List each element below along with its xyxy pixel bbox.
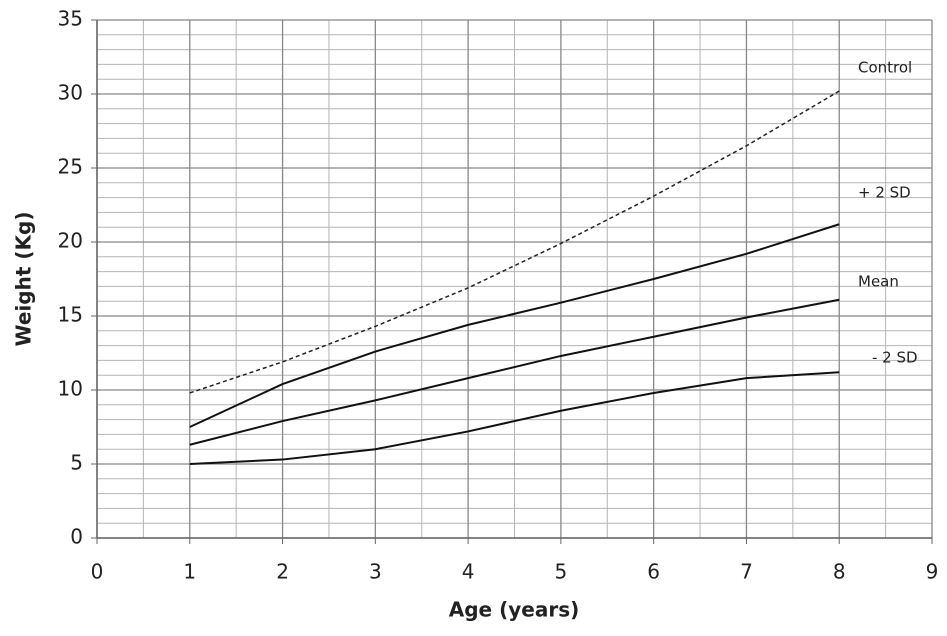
y-tick-label: 20 xyxy=(58,229,83,253)
y-tick-label: 5 xyxy=(70,451,83,475)
series-label: - 2 SD xyxy=(872,349,918,367)
x-tick-label: 8 xyxy=(833,560,846,584)
x-tick-label: 0 xyxy=(91,560,104,584)
x-tick-label: 5 xyxy=(555,560,568,584)
y-tick-label: 0 xyxy=(70,525,83,549)
y-tick-label: 30 xyxy=(58,81,83,105)
y-tick-label: 25 xyxy=(58,155,83,179)
series-label: Control xyxy=(858,59,912,77)
x-tick-label: 7 xyxy=(740,560,753,584)
series-line xyxy=(189,223,840,428)
x-tick-label: 6 xyxy=(647,560,660,584)
series-label: Mean xyxy=(858,273,899,291)
y-tick-label: 35 xyxy=(58,7,83,31)
y-axis-label: Weight (Kg) xyxy=(12,212,36,347)
x-tick-label: 2 xyxy=(276,560,289,584)
series-line xyxy=(189,371,840,465)
x-tick-label: 9 xyxy=(926,560,939,584)
series-line xyxy=(189,298,840,446)
y-tick-label: 15 xyxy=(58,303,83,327)
x-tick-label: 3 xyxy=(369,560,382,584)
series-label: + 2 SD xyxy=(858,184,911,202)
series-line xyxy=(189,90,840,394)
x-axis-label: Age (years) xyxy=(449,598,579,622)
x-tick-label: 1 xyxy=(183,560,196,584)
y-tick-label: 10 xyxy=(58,377,83,401)
x-tick-label: 4 xyxy=(462,560,475,584)
